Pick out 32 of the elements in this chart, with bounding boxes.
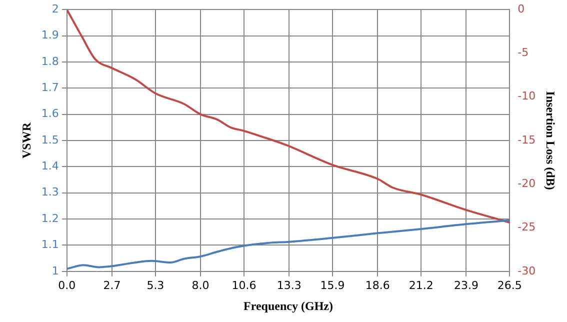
y-axis-title: VSWR xyxy=(19,122,34,159)
y2-tick-label: -5 xyxy=(518,46,529,60)
y-tick-label: 2 xyxy=(52,2,59,16)
y2-tick-label: -25 xyxy=(518,220,536,234)
y-tick-label: 1.8 xyxy=(41,54,59,68)
y2-tick-label: -30 xyxy=(518,264,536,278)
x-tick-label: 23.9 xyxy=(454,278,478,292)
x-tick-label: 13.3 xyxy=(276,278,302,292)
x-tick-label: 18.6 xyxy=(365,278,390,292)
y-tick-label: 1.9 xyxy=(41,28,59,42)
y2-tick-label: 0 xyxy=(518,2,525,16)
y-tick-label: 1.2 xyxy=(41,212,59,225)
y-tick-label: 1 xyxy=(52,264,59,278)
x-tick-label: 5.3 xyxy=(146,278,164,292)
y-tick-label: 1.6 xyxy=(41,107,59,120)
x-tick-label: 0.0 xyxy=(58,278,76,292)
y2-axis-title: Insertion Loss (dB) xyxy=(544,91,558,190)
y-tick-label: 1.1 xyxy=(41,238,59,252)
y-tick-label: 1.7 xyxy=(41,81,59,94)
y-tick-label: 1.4 xyxy=(41,160,59,173)
y2-tick-label: -15 xyxy=(518,133,536,146)
y2-tick-label: -10 xyxy=(518,90,536,103)
y-tick-label: 1.3 xyxy=(41,186,59,199)
y2-tick-label: -20 xyxy=(518,176,536,190)
x-tick-label: 15.9 xyxy=(320,278,345,292)
x-tick-label: 8.0 xyxy=(192,278,210,292)
x-axis-title: Frequency (GHz) xyxy=(244,298,333,313)
y-tick-label: 1.5 xyxy=(41,133,59,146)
x-tick-label: 21.2 xyxy=(408,278,434,292)
x-tick-label: 26.5 xyxy=(497,278,522,292)
x-tick-label: 10.6 xyxy=(232,278,256,292)
x-tick-label: 2.7 xyxy=(103,278,121,292)
